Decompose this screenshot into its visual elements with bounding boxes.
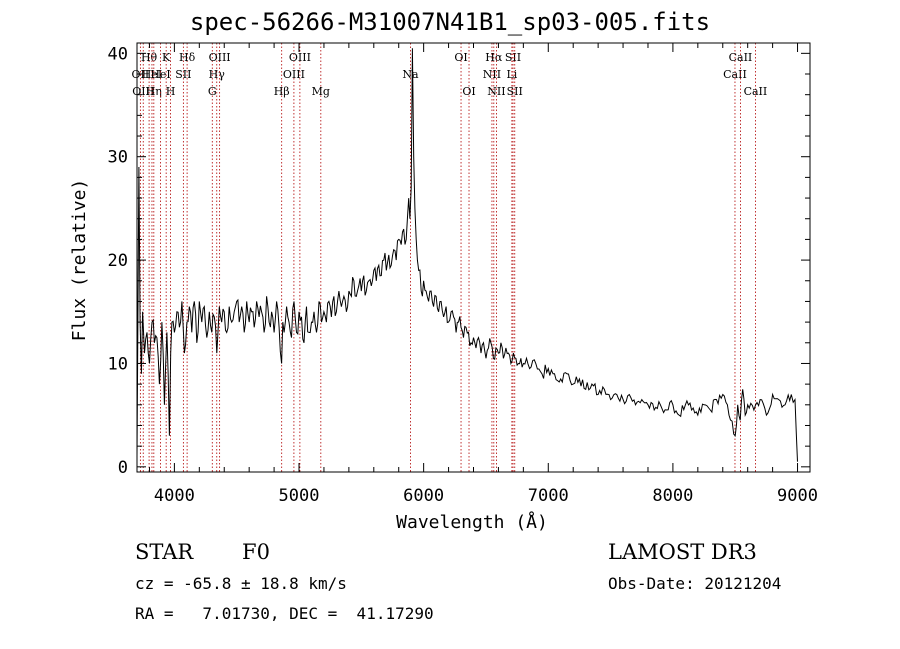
marker-label-19: OI bbox=[462, 85, 475, 98]
marker-label-3: HeI bbox=[142, 68, 162, 81]
y-tick-label-10: 10 bbox=[108, 354, 128, 374]
y-tick-label-40: 40 bbox=[108, 44, 128, 64]
marker-label-16: Mg bbox=[312, 85, 330, 98]
marker-label-2: Hθ bbox=[141, 51, 158, 64]
y-axis-label: Flux (relative) bbox=[69, 179, 90, 342]
y-tick-label-20: 20 bbox=[108, 251, 128, 271]
object-class: STAR bbox=[135, 540, 194, 564]
x-tick-label-8000: 8000 bbox=[652, 486, 693, 506]
marker-label-21: Hα bbox=[485, 51, 503, 64]
x-tick-label-7000: 7000 bbox=[528, 486, 569, 506]
y-tick-label-30: 30 bbox=[108, 148, 128, 168]
obs-date-text: Obs-Date: 20121204 bbox=[608, 574, 782, 593]
object-subclass: F0 bbox=[242, 540, 270, 564]
marker-label-14: OIII bbox=[283, 68, 305, 81]
marker-label-15: OIII bbox=[289, 51, 311, 64]
marker-label-24: SII bbox=[505, 51, 521, 64]
marker-label-22: NII bbox=[487, 85, 505, 98]
marker-label-5: HeI bbox=[150, 68, 170, 81]
x-axis: 4000 5000 6000 7000 8000 9000 bbox=[148, 43, 818, 506]
x-tick-label-9000: 9000 bbox=[777, 486, 818, 506]
coordinates-text: RA = 7.01730, DEC = 41.17290 bbox=[135, 604, 434, 623]
marker-label-17: Na bbox=[402, 68, 419, 81]
redshift-text: cz = -65.8 ± 18.8 km/s bbox=[135, 574, 347, 593]
marker-label-6: K bbox=[162, 51, 171, 64]
x-tick-label-4000: 4000 bbox=[154, 486, 195, 506]
marker-label-13: Hβ bbox=[274, 85, 290, 98]
survey-label: LAMOST DR3 bbox=[608, 540, 757, 564]
marker-label-11: Hγ bbox=[209, 68, 226, 81]
marker-label-20: NII bbox=[483, 68, 501, 81]
marker-label-26: CaII bbox=[723, 68, 747, 81]
marker-label-10: G bbox=[208, 85, 217, 98]
marker-label-27: CaII bbox=[729, 51, 753, 64]
x-axis-label: Wavelength (Å) bbox=[396, 511, 548, 533]
marker-label-23: Li bbox=[506, 68, 517, 81]
chart-title: spec-56266-M31007N41B1_sp03-005.fits bbox=[189, 8, 711, 36]
y-tick-label-0: 0 bbox=[118, 458, 128, 478]
marker-label-8: SII bbox=[175, 68, 191, 81]
marker-label-4: Hη bbox=[146, 85, 162, 98]
marker-label-12: OIII bbox=[209, 51, 231, 64]
marker-label-18: OI bbox=[454, 51, 467, 64]
marker-label-9: Hδ bbox=[179, 51, 196, 64]
y-axis: 0 10 20 30 40 bbox=[108, 44, 810, 478]
marker-label-28: CaII bbox=[744, 85, 768, 98]
line-markers: OIIOIIIHθHeIHηHeIKHSIIHδGHγOIIIHβOIIIOII… bbox=[132, 43, 768, 472]
x-tick-label-6000: 6000 bbox=[403, 486, 444, 506]
spectrum-line bbox=[136, 48, 798, 462]
marker-label-7: H bbox=[166, 85, 176, 98]
marker-label-25: SII bbox=[507, 85, 523, 98]
x-tick-label-5000: 5000 bbox=[279, 486, 320, 506]
